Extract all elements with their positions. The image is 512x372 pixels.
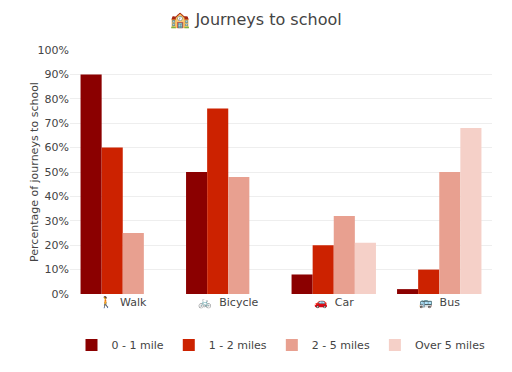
svg-text:0%: 0% xyxy=(52,288,69,301)
svg-text:30%: 30% xyxy=(45,215,69,228)
svg-text:1 - 2 miles: 1 - 2 miles xyxy=(209,339,267,352)
svg-text:70%: 70% xyxy=(45,117,69,130)
svg-text:2 - 5 miles: 2 - 5 miles xyxy=(312,339,370,352)
svg-text:Over 5 miles: Over 5 miles xyxy=(415,339,485,352)
svg-text:🚶 Walk: 🚶 Walk xyxy=(99,296,147,309)
svg-text:0 - 1 mile: 0 - 1 mile xyxy=(112,339,164,352)
svg-text:90%: 90% xyxy=(45,68,69,81)
svg-text:40%: 40% xyxy=(45,190,69,203)
svg-text:20%: 20% xyxy=(45,239,69,252)
svg-text:🚌 Bus: 🚌 Bus xyxy=(419,296,461,309)
svg-text:10%: 10% xyxy=(45,263,69,276)
svg-text:80%: 80% xyxy=(45,93,69,106)
svg-text:50%: 50% xyxy=(45,166,69,179)
svg-text:🚗 Car: 🚗 Car xyxy=(314,296,354,309)
svg-text:100%: 100% xyxy=(38,44,69,57)
svg-text:Percentage of journeys to scho: Percentage of journeys to school xyxy=(28,82,41,262)
svg-text:🏫 Journeys to school: 🏫 Journeys to school xyxy=(170,10,341,29)
svg-text:🚲 Bicycle: 🚲 Bicycle xyxy=(198,296,258,309)
svg-text:60%: 60% xyxy=(45,141,69,154)
